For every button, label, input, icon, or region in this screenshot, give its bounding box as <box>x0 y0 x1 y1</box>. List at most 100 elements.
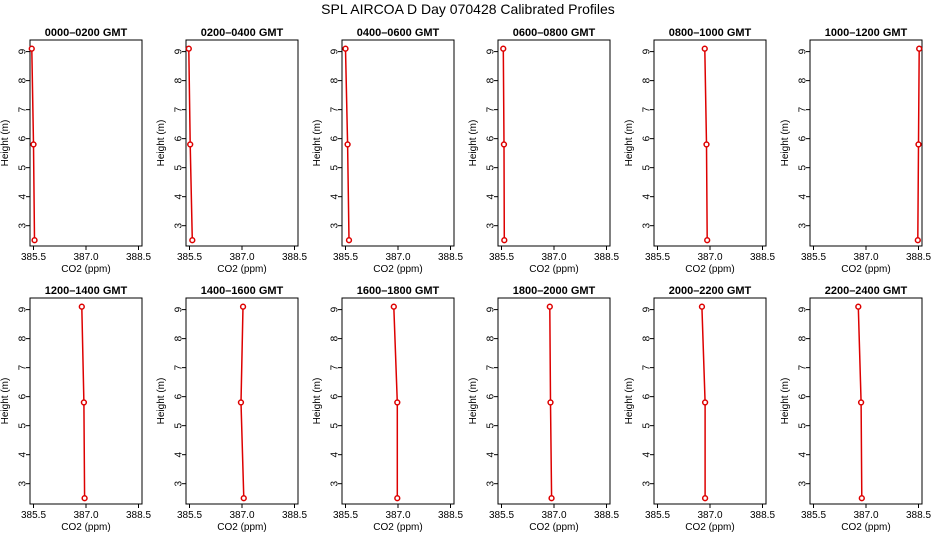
profile-point <box>80 399 88 406</box>
x-tick-label: 388.5 <box>438 252 463 263</box>
y-tick-label: 3 <box>18 222 29 228</box>
y-tick-label: 6 <box>330 393 341 399</box>
y-tick-label: 7 <box>330 106 341 112</box>
y-tick-label: 9 <box>330 306 341 312</box>
panel-title: 1400–1600 GMT <box>201 285 284 297</box>
y-tick-label: 7 <box>486 364 497 370</box>
x-tick-label: 388.5 <box>594 510 619 521</box>
profile-point <box>701 399 709 406</box>
x-tick-label: 387.0 <box>229 510 254 521</box>
x-tick-label: 385.5 <box>489 252 514 263</box>
y-tick-label: 8 <box>330 335 341 341</box>
profile-panel: 1000–1200 GMT 385.5 387.0 388.5 3 4 5 6 7 8 9 CO2 (… <box>780 27 931 275</box>
x-axis-label: CO2 (ppm) <box>529 264 578 275</box>
profile-point <box>240 495 247 502</box>
plot-frame <box>653 39 767 247</box>
panels-group: 0000–0200 GMT 385.5 387.0 388.5 3 4 5 6 7 8 9 CO2 (… <box>0 27 931 533</box>
y-axis-label: Height (m) <box>624 378 635 425</box>
profile-point <box>548 495 555 502</box>
y-tick-label: 6 <box>330 135 341 141</box>
y-tick-label: 8 <box>798 77 809 83</box>
profile-point <box>81 495 88 502</box>
y-tick-label: 6 <box>174 393 185 399</box>
x-tick-label: 385.5 <box>489 510 514 521</box>
y-axis-label: Height (m) <box>624 120 635 167</box>
y-tick-label: 5 <box>330 164 341 170</box>
x-tick-label: 385.5 <box>21 252 46 263</box>
plot-frame <box>341 39 455 247</box>
y-tick-label: 8 <box>486 77 497 83</box>
y-tick-label: 7 <box>798 364 809 370</box>
y-tick-label: 7 <box>18 364 29 370</box>
y-tick-label: 9 <box>330 48 341 54</box>
x-tick-label: 385.5 <box>801 252 826 263</box>
x-tick-label: 387.0 <box>73 252 98 263</box>
profile-point <box>858 495 865 502</box>
panel-title: 2200–2400 GMT <box>825 285 908 297</box>
profile-point <box>345 237 353 244</box>
y-axis-label: Height (m) <box>0 378 11 425</box>
y-tick-label: 9 <box>174 306 185 312</box>
y-tick-label: 6 <box>18 393 29 399</box>
panel-title: 1600–1800 GMT <box>357 285 440 297</box>
y-tick-label: 3 <box>642 222 653 228</box>
y-tick-label: 5 <box>330 422 341 428</box>
y-tick-label: 5 <box>798 164 809 170</box>
x-tick-label: 385.5 <box>177 510 202 521</box>
profile-point <box>914 237 921 244</box>
x-axis-label: CO2 (ppm) <box>841 264 890 275</box>
y-tick-label: 3 <box>330 480 341 486</box>
y-tick-label: 5 <box>174 164 185 170</box>
x-axis-label: CO2 (ppm) <box>841 522 890 533</box>
profile-point <box>28 45 35 52</box>
x-tick-label: 388.5 <box>282 510 307 521</box>
y-tick-label: 8 <box>330 77 341 83</box>
profile-point <box>78 303 85 310</box>
x-tick-label: 387.0 <box>853 252 878 263</box>
panel-title: 1800–2000 GMT <box>513 285 596 297</box>
y-tick-label: 9 <box>486 306 497 312</box>
profile-panel: 1600–1800 GMT 385.5 387.0 388.5 3 4 5 6 7 8 9 CO2 (… <box>312 285 463 533</box>
plot-frame <box>653 297 767 505</box>
y-axis-label: Height (m) <box>468 378 479 425</box>
y-tick-label: 3 <box>798 480 809 486</box>
y-tick-label: 7 <box>174 364 185 370</box>
y-tick-label: 5 <box>18 422 29 428</box>
y-tick-label: 8 <box>486 335 497 341</box>
y-tick-label: 6 <box>798 135 809 141</box>
profile-panel: 2200–2400 GMT 385.5 387.0 388.5 3 4 5 6 7 8 9 CO2 (… <box>780 285 931 533</box>
y-tick-label: 5 <box>174 422 185 428</box>
profile-point <box>30 141 37 148</box>
x-tick-label: 388.5 <box>906 510 931 521</box>
profile-panel: 1800–2000 GMT 385.5 387.0 388.5 3 4 5 6 7 8 9 CO2 (… <box>468 285 619 533</box>
y-tick-label: 4 <box>798 451 809 457</box>
profile-point <box>546 303 553 310</box>
y-tick-label: 4 <box>486 451 497 457</box>
x-axis-label: CO2 (ppm) <box>61 522 110 533</box>
x-tick-label: 385.5 <box>645 252 670 263</box>
profile-point <box>390 303 397 310</box>
plot-frame <box>185 39 299 247</box>
figure-title: SPL AIRCOA D Day 070428 Calibrated Profi… <box>321 1 615 17</box>
profile-point <box>237 399 245 406</box>
y-tick-label: 6 <box>486 393 497 399</box>
x-tick-label: 387.0 <box>697 252 722 263</box>
y-tick-label: 9 <box>798 306 809 312</box>
profile-point <box>344 141 351 148</box>
profile-point <box>915 141 922 148</box>
x-axis-label: CO2 (ppm) <box>373 522 422 533</box>
profile-panel: 1400–1600 GMT 385.5 387.0 388.5 3 4 5 6 7 8 9 CO2 (… <box>156 285 307 533</box>
x-tick-label: 385.5 <box>333 252 358 263</box>
profile-panel: 1200–1400 GMT 385.5 387.0 388.5 3 4 5 6 7 8 9 CO2 (… <box>0 285 151 533</box>
panel-title: 1000–1200 GMT <box>825 27 908 39</box>
y-tick-label: 7 <box>642 106 653 112</box>
profile-point <box>501 237 508 244</box>
plot-frame <box>497 39 611 247</box>
profile-point <box>239 303 247 310</box>
profile-point <box>547 399 554 406</box>
x-axis-label: CO2 (ppm) <box>685 264 734 275</box>
y-tick-label: 4 <box>798 193 809 199</box>
profile-panel: 2000–2200 GMT 385.5 387.0 388.5 3 4 5 6 7 8 9 CO2 (… <box>624 285 775 533</box>
y-axis-label: Height (m) <box>156 378 167 425</box>
profile-point <box>500 45 507 52</box>
